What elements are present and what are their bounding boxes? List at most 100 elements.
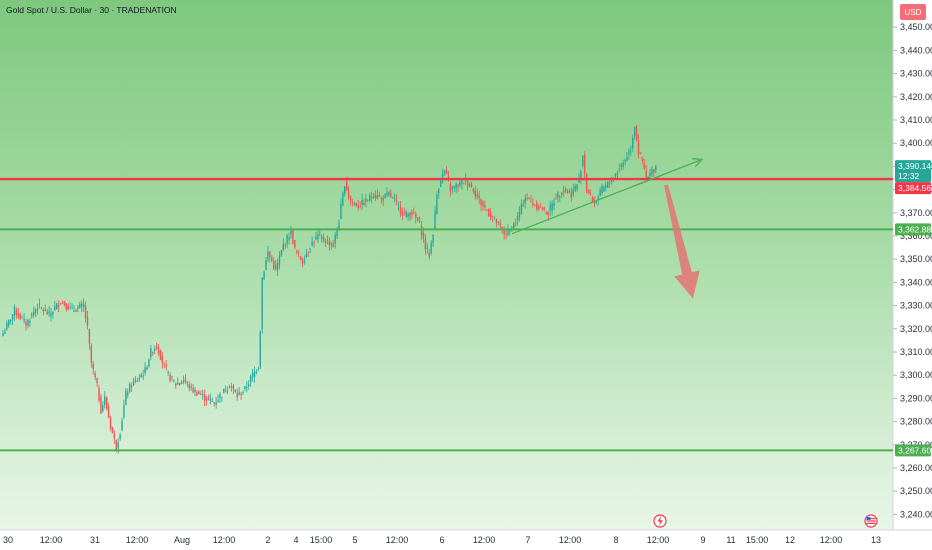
candle-body xyxy=(273,261,275,269)
last-price-tag[interactable] xyxy=(895,160,931,183)
projection-arrow[interactable] xyxy=(664,184,700,299)
x-tick-label: 2 xyxy=(265,535,270,545)
candle-body xyxy=(545,212,548,214)
candle-body xyxy=(46,311,48,315)
candle-body xyxy=(537,206,540,210)
candle-body xyxy=(424,238,427,250)
x-tick-label: 12:00 xyxy=(386,535,409,545)
candle-body xyxy=(468,184,471,187)
lightning-bolt-icon[interactable] xyxy=(653,514,667,528)
candle-body xyxy=(390,192,392,198)
candle-body xyxy=(441,173,444,179)
trendline-arrow[interactable] xyxy=(511,158,703,235)
candle-body xyxy=(82,304,85,307)
candle-body xyxy=(63,301,66,306)
candle-body xyxy=(194,389,196,392)
candle-body xyxy=(299,256,302,260)
x-tick-label: Aug xyxy=(174,535,190,545)
candle-body xyxy=(75,310,77,312)
candle-body xyxy=(409,212,411,217)
support-price-tag[interactable] xyxy=(895,444,931,457)
candle-body xyxy=(276,263,279,271)
candle-body xyxy=(635,125,638,140)
candle-body xyxy=(246,387,248,388)
candle-body xyxy=(572,189,574,195)
candle-body xyxy=(305,254,308,257)
candle-body xyxy=(313,242,315,244)
resistance-price-tag[interactable] xyxy=(895,182,931,195)
candle-body xyxy=(221,396,223,398)
candle-body xyxy=(326,239,329,241)
candle-body xyxy=(578,178,580,183)
candle-body xyxy=(568,191,571,192)
candle-body xyxy=(280,250,283,257)
currency-button[interactable]: USD xyxy=(900,4,926,20)
candle-body xyxy=(624,160,626,163)
candle-body xyxy=(509,230,511,232)
y-tick-label: 3,450.00 xyxy=(900,22,932,32)
candle-body xyxy=(113,433,116,439)
candle-body xyxy=(292,230,294,244)
candle-body xyxy=(132,381,135,386)
candle-body xyxy=(547,212,549,216)
candle-body xyxy=(551,203,553,211)
support-price-tag[interactable] xyxy=(895,223,931,236)
y-tick-label: 3,430.00 xyxy=(900,69,932,79)
candle-body xyxy=(463,182,465,184)
candle-body xyxy=(353,203,356,204)
candle-body xyxy=(144,367,146,374)
candle-body xyxy=(192,388,194,393)
candle-body xyxy=(165,364,167,367)
candle-body xyxy=(130,386,133,388)
candle-body xyxy=(392,197,394,198)
annotations-group xyxy=(511,158,704,299)
candle-body xyxy=(104,396,106,405)
candle-body xyxy=(518,211,521,218)
candle-body xyxy=(351,202,354,203)
candle-body xyxy=(418,221,421,223)
candle-body xyxy=(393,198,396,200)
candle-body xyxy=(236,393,238,398)
candle-body xyxy=(605,184,607,189)
candle-body xyxy=(294,240,296,248)
time-axis[interactable]: 30 12:00 31 12:00 Aug 12:00 2 4 15:00 5 12:00 6 12:0… xyxy=(3,535,881,545)
candle-body xyxy=(211,401,213,403)
candle-body xyxy=(505,233,507,235)
candle-body xyxy=(6,322,8,330)
candle-body xyxy=(495,219,498,224)
candle-body xyxy=(146,367,148,370)
y-tick-label: 3,310.00 xyxy=(900,347,932,357)
candle-body xyxy=(317,234,319,240)
candle-body xyxy=(585,173,588,192)
candle-body xyxy=(328,240,331,246)
levels-group xyxy=(0,177,893,452)
candle-body xyxy=(365,198,367,202)
candle-body xyxy=(486,209,488,211)
candle-body xyxy=(488,209,490,217)
candle-body xyxy=(96,378,98,384)
candle-body xyxy=(395,199,398,201)
candle-body xyxy=(269,251,271,257)
candle-body xyxy=(225,391,227,393)
candle-body xyxy=(507,229,509,235)
candle-body xyxy=(633,126,636,137)
candle-body xyxy=(413,212,415,214)
candle-body xyxy=(84,305,87,318)
us-flag-icon[interactable] xyxy=(864,514,878,528)
candle-body xyxy=(319,233,321,236)
candle-body xyxy=(152,352,154,354)
candle-body xyxy=(574,185,576,192)
candle-body xyxy=(334,234,336,244)
candle-body xyxy=(98,387,100,401)
candle-body xyxy=(52,311,54,315)
candle-body xyxy=(73,310,75,312)
x-tick-label: 15:00 xyxy=(746,535,769,545)
y-tick-label: 3,300.00 xyxy=(900,370,932,380)
candle-body xyxy=(445,169,448,175)
candle-body xyxy=(580,171,582,179)
candle-body xyxy=(198,391,200,395)
candle-body xyxy=(40,306,43,308)
candle-body xyxy=(382,198,384,201)
